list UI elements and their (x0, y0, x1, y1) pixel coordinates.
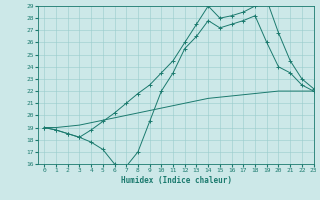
X-axis label: Humidex (Indice chaleur): Humidex (Indice chaleur) (121, 176, 231, 185)
